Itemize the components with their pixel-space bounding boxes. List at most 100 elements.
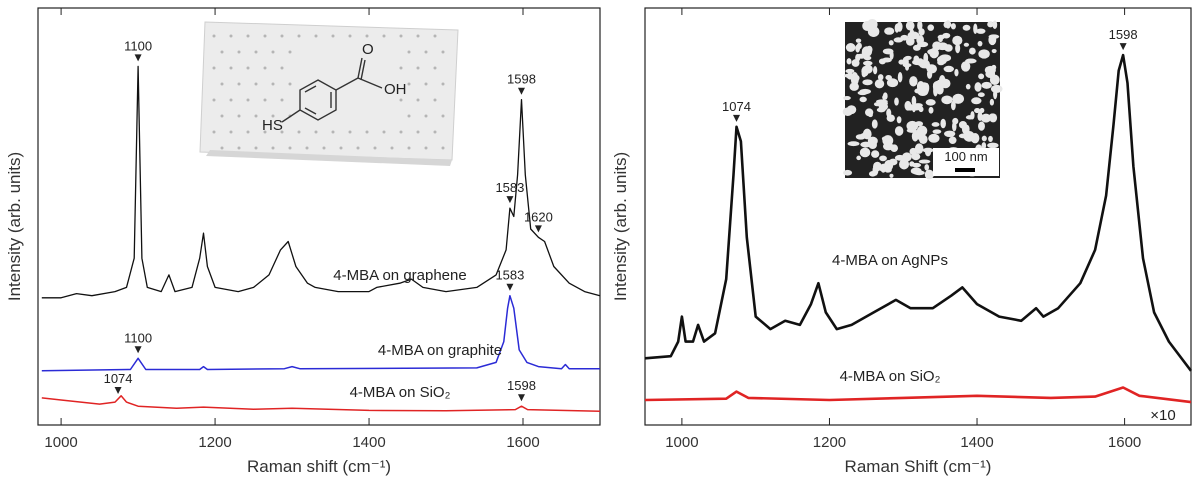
lattice-dot	[229, 66, 233, 70]
lattice-dot	[407, 50, 411, 54]
nanoparticle	[981, 142, 987, 150]
spectrum	[644, 386, 1192, 404]
lattice-dot	[322, 146, 326, 150]
nanoparticle	[862, 79, 873, 86]
lattice-dot	[220, 50, 224, 54]
nanoparticle	[918, 159, 931, 164]
x-tick-label: 1400	[960, 434, 993, 451]
lattice-dot	[237, 114, 241, 118]
nanoparticle	[943, 130, 956, 138]
x-tick-label: 1200	[198, 434, 231, 451]
nanoparticle	[906, 128, 917, 133]
nanoparticle	[963, 131, 975, 142]
lattice-dot	[407, 114, 411, 118]
nanoparticle	[981, 81, 992, 89]
nanoparticle	[857, 90, 868, 96]
nanoparticle	[943, 65, 954, 73]
nanoparticle	[931, 122, 940, 127]
lattice-dot	[254, 146, 258, 150]
peak-marker	[114, 386, 122, 394]
lattice-dot	[373, 146, 377, 150]
nanoparticle	[987, 142, 999, 149]
nanoparticle	[896, 116, 902, 124]
lattice-dot	[254, 50, 258, 54]
nanoparticle	[914, 143, 924, 154]
lattice-dot	[356, 146, 360, 150]
nanoparticle	[937, 81, 949, 87]
nanoparticle	[911, 153, 919, 158]
lattice-dot	[407, 82, 411, 86]
lattice-dot	[382, 130, 386, 134]
nanoparticle	[863, 64, 873, 74]
lattice-dot	[399, 66, 403, 70]
nanoparticle	[950, 23, 956, 30]
lattice-dot	[263, 34, 267, 38]
nanoparticle	[916, 35, 925, 45]
nanoparticle	[968, 47, 976, 55]
nanoparticle	[952, 93, 965, 104]
nanoparticle	[847, 141, 860, 147]
nanoparticle	[965, 58, 977, 64]
lattice-dot	[237, 50, 241, 54]
lattice-dot	[280, 66, 284, 70]
lattice-dot	[220, 82, 224, 86]
nanoparticle	[977, 92, 985, 97]
nanoparticle	[928, 133, 940, 143]
x-tick-label: 1000	[665, 434, 698, 451]
nanoparticle	[974, 108, 981, 114]
nanoparticle	[977, 111, 983, 121]
nanoparticle	[845, 68, 855, 74]
nanoparticle	[882, 94, 887, 100]
peak-label: 1074	[104, 371, 133, 386]
lattice-dot	[441, 50, 445, 54]
lattice-dot	[297, 34, 301, 38]
nanoparticle	[875, 99, 888, 104]
lattice-dot	[271, 50, 275, 54]
lattice-dot	[424, 50, 428, 54]
nanoparticle	[932, 129, 942, 134]
lattice-dot	[246, 130, 250, 134]
nanoparticle	[855, 53, 861, 62]
nanoparticle	[847, 71, 853, 80]
lattice-dot	[348, 130, 352, 134]
peak-marker	[517, 87, 525, 95]
scale-label: 100 nm	[944, 149, 987, 164]
y-axis-label: Intensity (arb. units)	[5, 152, 24, 301]
atom-label: OH	[384, 81, 407, 98]
nanoparticle	[926, 64, 938, 74]
nanoparticle	[950, 100, 956, 111]
nanoparticle	[929, 47, 939, 59]
nanoparticle	[981, 135, 987, 142]
nanoparticle	[973, 23, 978, 35]
nanoparticle	[974, 82, 982, 92]
lattice-dot	[314, 130, 318, 134]
lattice-dot	[220, 146, 224, 150]
peak-label: 1620	[524, 209, 553, 224]
nanoparticle	[878, 58, 886, 65]
nanoparticle	[914, 121, 924, 127]
lattice-dot	[263, 98, 267, 102]
atom-label: O	[362, 41, 374, 58]
x-tick-label: 1600	[506, 434, 539, 451]
nanoparticle	[978, 49, 990, 59]
nanoparticle	[894, 154, 905, 161]
nanoparticle	[918, 59, 930, 69]
lattice-dot	[271, 114, 275, 118]
x-tick-label: 1400	[352, 434, 385, 451]
nanoparticle	[971, 97, 982, 105]
lattice-dot	[288, 82, 292, 86]
nanoparticle	[938, 36, 943, 43]
nanoparticle	[955, 43, 961, 54]
lattice-dot	[399, 130, 403, 134]
nanoparticle	[843, 169, 853, 176]
nanoparticle	[940, 118, 946, 129]
nanoparticle	[988, 34, 997, 46]
scale-note: ×10	[1150, 407, 1175, 424]
nanoparticle	[901, 152, 912, 162]
lattice-dot	[212, 98, 216, 102]
lattice-dot	[399, 98, 403, 102]
nanoparticle	[856, 155, 861, 161]
nanoparticle	[877, 74, 884, 81]
scale-bar	[955, 168, 975, 172]
